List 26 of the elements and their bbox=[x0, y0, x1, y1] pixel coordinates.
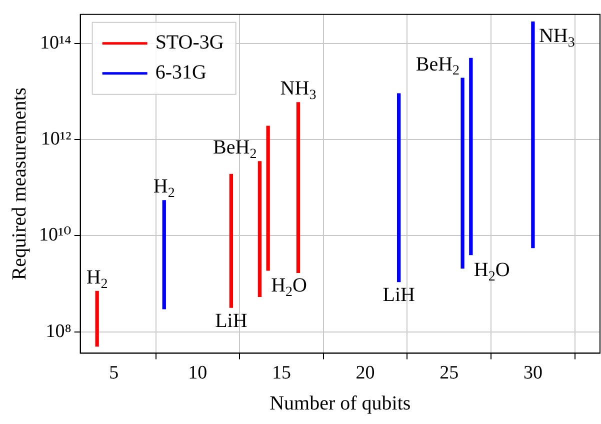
y-tick-label: 10¹⁰ bbox=[38, 224, 72, 246]
bar bbox=[229, 174, 234, 308]
bar bbox=[296, 102, 300, 274]
y-axis-title: Required measurements bbox=[8, 87, 30, 280]
x-tick-label: 5 bbox=[109, 362, 119, 384]
y-tick-label: 10⁸ bbox=[46, 320, 72, 342]
legend-label: STO-3G bbox=[155, 32, 224, 54]
bar bbox=[397, 93, 401, 282]
legend-label: 6-31G bbox=[155, 62, 206, 84]
bar bbox=[531, 22, 535, 248]
bar bbox=[162, 200, 166, 310]
y-tick-label: 10¹² bbox=[40, 128, 72, 150]
x-axis-title: Number of qubits bbox=[270, 392, 411, 414]
x-tick-label: 15 bbox=[272, 362, 291, 384]
x-tick-label: 25 bbox=[440, 362, 459, 384]
x-tick-label: 10 bbox=[188, 362, 208, 384]
annotation: LiH bbox=[215, 310, 248, 332]
annotation: LiH bbox=[382, 284, 415, 306]
bar bbox=[469, 58, 473, 256]
bar bbox=[95, 290, 99, 347]
y-tick-label: 10¹⁴ bbox=[40, 32, 72, 54]
bar bbox=[460, 78, 464, 269]
bar bbox=[266, 126, 270, 271]
bar bbox=[258, 161, 262, 297]
x-tick-label: 30 bbox=[523, 362, 542, 384]
x-tick-label: 20 bbox=[356, 362, 375, 384]
